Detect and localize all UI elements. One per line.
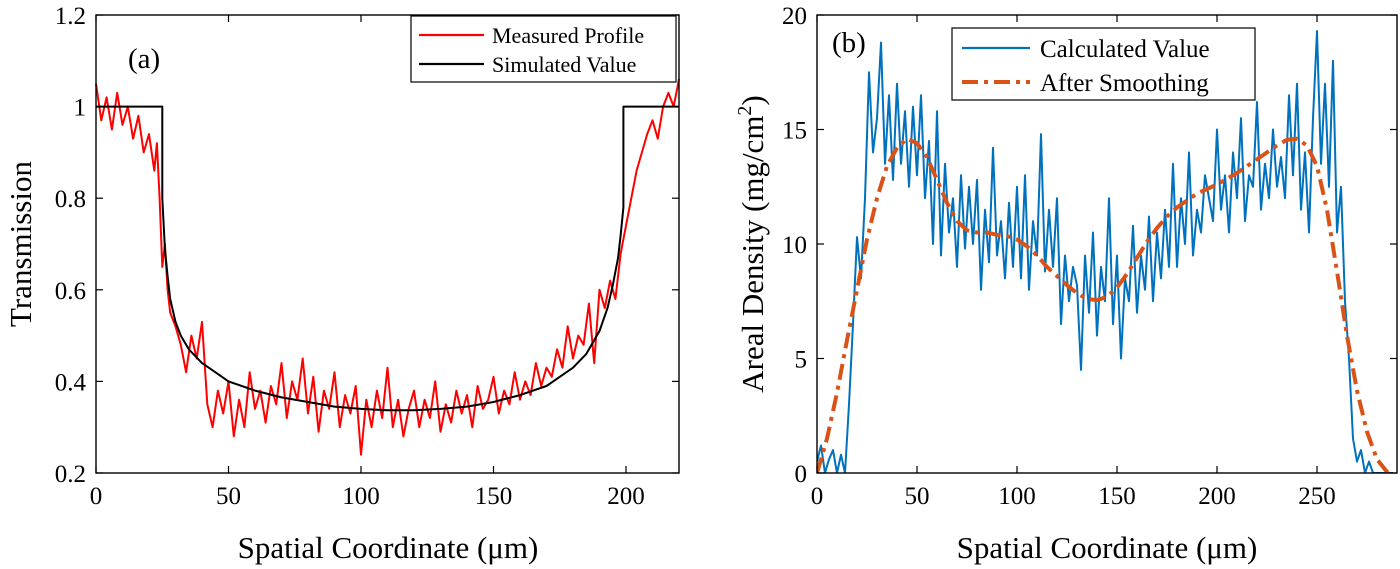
y-tick-label: 0.2 — [55, 461, 86, 488]
panel-b-label: (b) — [832, 27, 866, 59]
x-tick-label: 0 — [90, 483, 103, 510]
x-tick-label: 50 — [216, 483, 241, 510]
x-tick-label: 250 — [1298, 483, 1336, 510]
x-tick-label: 100 — [342, 483, 380, 510]
panel-a-label: (a) — [128, 43, 160, 75]
x-tick-label: 200 — [607, 483, 645, 510]
panel-a-transmission-chart: 0 50 100 150 200 0.2 0.4 0.6 0.8 1 1.2 (a) Measure… — [3, 3, 680, 565]
legend-label-after-smoothing: After Smoothing — [1040, 70, 1209, 97]
panel-a-y-axis-label: Transmission — [3, 161, 38, 327]
panel-b-y-axis-label-main: Areal Density (mg/cm — [735, 116, 770, 393]
x-tick-label: 0 — [811, 483, 824, 510]
x-tick-label: 150 — [1098, 483, 1136, 510]
x-tick-label: 100 — [998, 483, 1036, 510]
legend-label-simulated-value: Simulated Value — [492, 52, 636, 77]
panel-a-ticks: 0 50 100 150 200 0.2 0.4 0.6 0.8 1 1.2 — [55, 3, 679, 510]
legend-label-measured-profile: Measured Profile — [492, 23, 644, 48]
series-line-calculated-value — [817, 30, 1393, 473]
legend-label-calculated-value: Calculated Value — [1040, 36, 1210, 63]
y-tick-label: 20 — [782, 3, 807, 30]
series-line-after-smoothing — [817, 136, 1394, 473]
panel-b-series-group — [817, 30, 1394, 473]
y-tick-label: 15 — [782, 118, 807, 145]
x-tick-label: 50 — [905, 483, 930, 510]
y-tick-label: 5 — [795, 347, 808, 374]
series-line-simulated-value — [96, 105, 679, 412]
panel-a-series-group — [95, 78, 680, 456]
panel-a-legend: Measured Profile Simulated Value — [410, 15, 677, 83]
panel-b-axes-frame — [816, 14, 1398, 474]
y-tick-label: 0.8 — [55, 186, 86, 213]
panel-a-x-axis-label: Spatial Coordinate (μm) — [238, 530, 539, 565]
panel-b-y-axis-label-end: ) — [735, 95, 770, 105]
panel-b-legend: Calculated Value After Smoothing — [951, 27, 1256, 101]
x-tick-label: 200 — [1198, 483, 1236, 510]
y-tick-label: 0 — [795, 461, 808, 488]
panel-b-y-axis-label-superscript: 2 — [734, 106, 756, 116]
y-tick-label: 1 — [74, 95, 87, 122]
x-tick-label: 150 — [475, 483, 513, 510]
panel-a-axes-frame — [95, 14, 680, 474]
panel-b-x-axis-label: Spatial Coordinate (μm) — [957, 530, 1258, 565]
y-tick-label: 0.6 — [55, 278, 86, 305]
panel-a-legend-box — [410, 15, 677, 83]
panel-b-legend-box — [951, 27, 1256, 101]
panel-b-y-axis-label: Areal Density (mg/cm2) — [734, 95, 770, 393]
panel-b-ticks: 0 50 100 150 200 250 0 5 10 15 20 — [782, 3, 1397, 510]
panel-b-areal-density-chart: 0 50 100 150 200 250 0 5 10 15 20 (b) Calculated V… — [734, 3, 1398, 565]
y-tick-label: 10 — [782, 232, 807, 259]
y-tick-label: 1.2 — [55, 3, 86, 30]
series-line-measured-profile — [95, 78, 680, 456]
y-tick-label: 0.4 — [55, 369, 87, 396]
